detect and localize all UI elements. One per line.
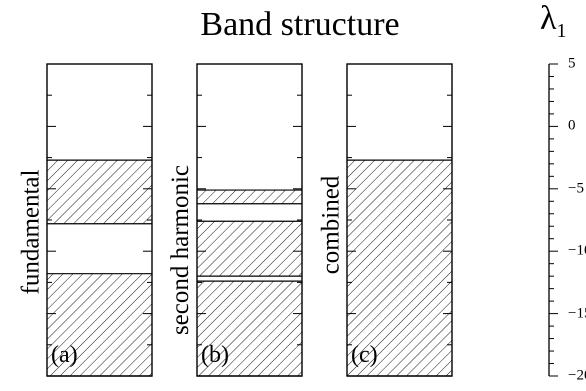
panel-b xyxy=(196,63,303,377)
band-fill xyxy=(197,221,302,277)
axis-label: λ1 xyxy=(540,0,567,43)
panel-c-side-label: combined xyxy=(316,175,344,275)
axis-tick-label: −15 xyxy=(568,305,586,322)
axis-tick-label: 5 xyxy=(568,55,576,72)
band-fill xyxy=(197,190,302,204)
panel-frame xyxy=(346,63,453,377)
panel-a-label: (a) xyxy=(51,342,78,368)
axis-subscript: 1 xyxy=(556,19,567,42)
panel-a-side-label: fundamental xyxy=(16,169,44,295)
band-fill xyxy=(197,281,302,376)
panel-c xyxy=(346,63,453,377)
axis-tick-label: −5 xyxy=(568,180,584,197)
panel-b-side-label: second harmonic xyxy=(167,164,195,336)
band-fill xyxy=(347,160,452,376)
panel-b-label: (b) xyxy=(201,342,229,368)
axis-tick-label: −10 xyxy=(568,242,586,259)
axis-symbol: λ xyxy=(540,0,557,37)
band-fill xyxy=(47,160,152,224)
energy-axis xyxy=(548,63,558,377)
panel-a xyxy=(46,63,153,377)
panel-frame xyxy=(196,63,303,377)
panels-layer xyxy=(46,63,453,377)
figure-title: Band structure xyxy=(200,6,400,43)
axis-tick-label: −20 xyxy=(568,367,586,384)
axis-tick-label: 0 xyxy=(568,117,576,134)
band-fill xyxy=(47,273,152,376)
panel-frame xyxy=(46,63,153,377)
panel-c-label: (c) xyxy=(351,342,378,368)
